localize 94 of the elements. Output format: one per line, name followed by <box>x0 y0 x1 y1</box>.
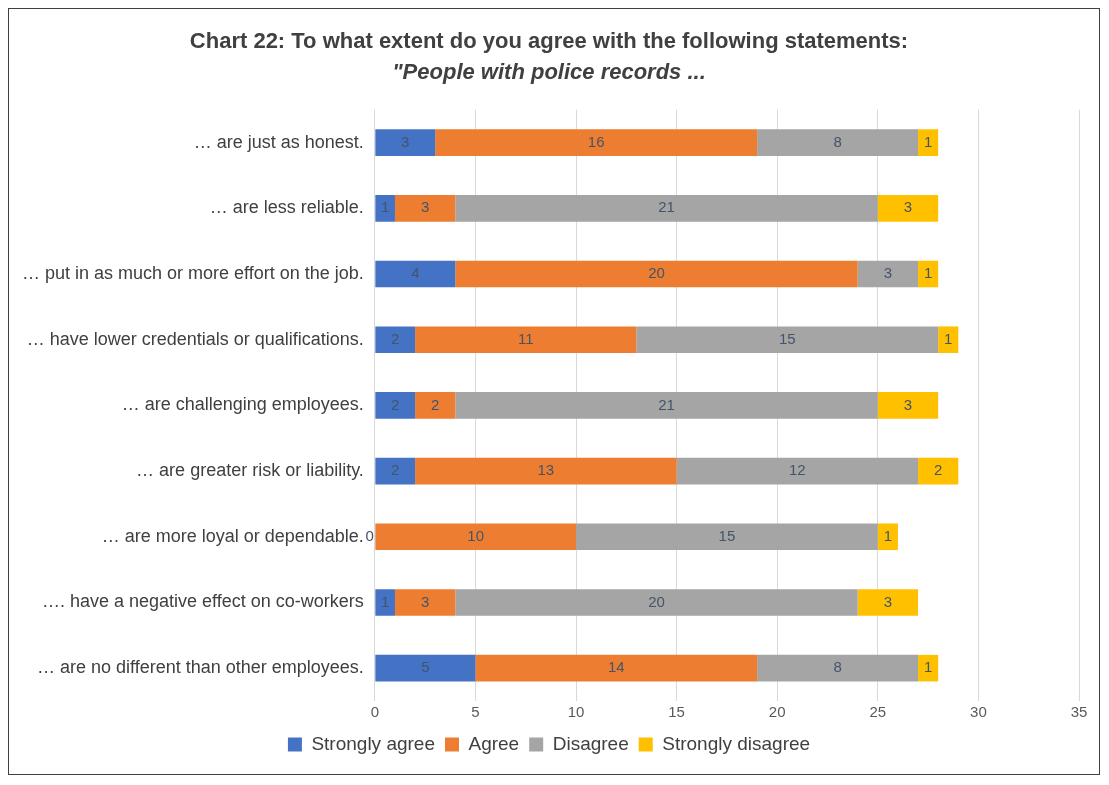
data-label: 2 <box>391 461 400 479</box>
data-label: 2 <box>934 461 943 479</box>
bar <box>877 392 939 419</box>
legend-label: Disagree <box>552 732 629 754</box>
data-label: 1 <box>923 658 933 676</box>
x-tick-label: 0 <box>370 703 380 721</box>
bar <box>375 589 395 616</box>
data-label: 20 <box>648 264 665 282</box>
data-label: 15 <box>718 526 736 544</box>
data-label: 3 <box>903 198 913 216</box>
data-label: 14 <box>607 658 625 676</box>
legend-label: Strongly agree <box>311 732 435 754</box>
bar <box>415 326 637 354</box>
data-label: 3 <box>420 198 430 216</box>
data-label: 1 <box>380 198 390 216</box>
data-label: 21 <box>658 395 675 413</box>
bar <box>455 392 878 419</box>
data-label: 10 <box>467 526 485 544</box>
bar <box>375 260 456 288</box>
bar <box>857 260 919 288</box>
bar <box>576 523 878 551</box>
data-label: 8 <box>833 132 842 150</box>
bar <box>394 195 456 222</box>
x-tick-label: 10 <box>567 703 585 721</box>
y-tick-label: … are greater risk or liability. <box>136 460 364 481</box>
data-label: 5 <box>421 658 430 676</box>
bar <box>455 589 858 616</box>
data-label: 4 <box>411 264 420 282</box>
bar <box>676 457 919 485</box>
y-tick-label: …. have a negative effect on co-workers <box>42 591 364 612</box>
bar <box>415 392 456 419</box>
bar <box>375 129 436 156</box>
bar <box>757 654 919 682</box>
bar <box>375 654 476 682</box>
bar <box>435 129 758 156</box>
x-tick-label: 30 <box>970 703 987 721</box>
bar <box>415 457 677 485</box>
data-label: 20 <box>648 592 665 610</box>
data-label: 2 <box>391 395 400 413</box>
bar <box>375 457 416 485</box>
bar <box>375 326 416 354</box>
y-tick-label: … put in as much or more effort on the job. <box>22 262 364 283</box>
data-label: 2 <box>431 395 440 413</box>
x-tick-label: 15 <box>668 703 685 721</box>
y-tick-label: … have lower credentials or qualifications. <box>26 328 364 349</box>
data-label: 1 <box>923 264 933 282</box>
data-label: 11 <box>517 329 534 347</box>
data-label: 21 <box>658 198 675 216</box>
bar <box>918 129 939 156</box>
legend-label: Strongly disagree <box>662 732 811 754</box>
y-tick-label: … are more loyal or dependable. <box>101 525 364 546</box>
y-tick-label: … are challenging employees. <box>121 394 364 415</box>
bar <box>394 589 456 616</box>
data-label: 3 <box>401 132 410 150</box>
bar <box>918 654 939 682</box>
chart-title: Chart 22: To what extent do you agree with the following statements: <box>189 28 909 54</box>
data-label: 13 <box>537 461 555 479</box>
annotation: 0 <box>365 526 374 544</box>
bar <box>375 392 416 419</box>
x-tick-label: 35 <box>1070 703 1088 721</box>
x-tick-label: 20 <box>768 703 786 721</box>
data-label: 2 <box>391 329 400 347</box>
data-label: 8 <box>833 658 842 676</box>
data-label: 15 <box>778 329 796 347</box>
x-tick-label: 25 <box>869 703 887 721</box>
x-tick-label: 5 <box>471 703 480 721</box>
data-label: 12 <box>788 461 806 479</box>
bar <box>475 654 758 682</box>
y-tick-label: … are less reliable. <box>209 197 364 218</box>
legend-label: Agree <box>468 732 520 754</box>
data-label: 16 <box>587 132 605 150</box>
data-label: 3 <box>903 395 913 413</box>
data-label: 3 <box>420 592 430 610</box>
data-label: 1 <box>923 132 933 150</box>
data-label: 1 <box>883 526 893 544</box>
data-label: 3 <box>883 592 893 610</box>
bar <box>938 326 959 354</box>
bar <box>375 523 577 551</box>
data-label: 3 <box>883 264 893 282</box>
bar <box>636 326 939 354</box>
bar <box>918 457 959 485</box>
bar <box>757 129 919 156</box>
bar <box>455 260 858 288</box>
bar <box>877 195 939 222</box>
bar <box>455 195 878 222</box>
bar <box>375 195 395 222</box>
data-label: 1 <box>380 592 390 610</box>
chart-subtitle: "People with police records ... <box>392 58 706 84</box>
data-label: 1 <box>944 329 953 347</box>
bar <box>857 589 919 616</box>
y-tick-label: … are just as honest. <box>193 131 364 152</box>
bar <box>918 260 939 288</box>
bar <box>877 523 898 551</box>
y-tick-label: … are no different than other employees. <box>36 657 364 678</box>
